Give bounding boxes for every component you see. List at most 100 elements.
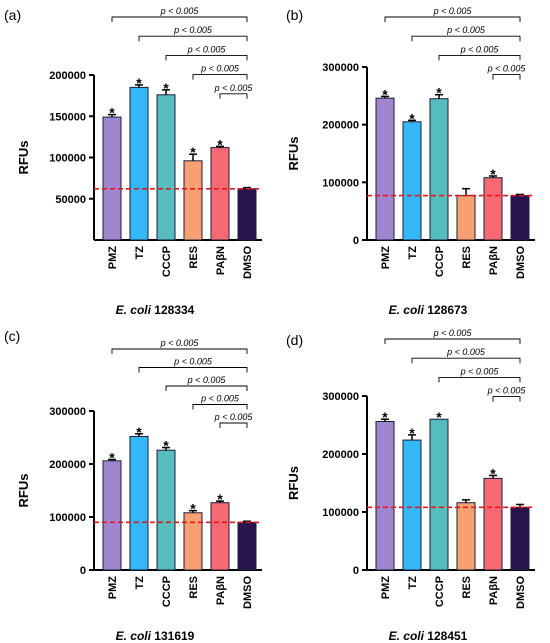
comparison-bracket bbox=[492, 74, 521, 80]
y-tick-label: 50000 bbox=[55, 194, 86, 206]
category-label: DMSO bbox=[515, 576, 527, 609]
bar-pmz bbox=[375, 97, 395, 241]
panel-b: (b) 0 100000 200000 300000 RFUs * PMZ * TZ * CCCP RE… bbox=[286, 6, 535, 317]
comparison-bracket bbox=[111, 16, 248, 22]
y-tick-label: 0 bbox=[80, 565, 86, 577]
caption-species: E. coli bbox=[389, 629, 425, 643]
bar-paβn bbox=[210, 502, 230, 571]
y-tick-label: 300000 bbox=[322, 391, 359, 403]
comparison-bracket bbox=[438, 54, 521, 61]
category-label: PAβN bbox=[215, 576, 227, 605]
y-tick-label: 200000 bbox=[322, 449, 359, 461]
category-label: TZ bbox=[407, 576, 419, 590]
comparison-bracket bbox=[384, 338, 521, 344]
bar-paβn bbox=[483, 477, 503, 571]
p-value-label: p < 0.005 bbox=[173, 25, 213, 35]
bar-res bbox=[183, 160, 203, 241]
y-tick-label: 100000 bbox=[49, 512, 86, 524]
category-label: CCCP bbox=[161, 576, 173, 607]
caption-strain: 128451 bbox=[424, 629, 468, 643]
panel-c: (c) 0 100000 200000 300000 RFUs * PMZ * TZ * CCCP * R… bbox=[4, 328, 262, 643]
significance-star: * bbox=[217, 136, 223, 152]
caption-strain: 128673 bbox=[424, 303, 468, 317]
p-value-label: p < 0.005 bbox=[200, 64, 240, 74]
y-tick-label: 100000 bbox=[322, 507, 359, 519]
p-value-label: p < 0.005 bbox=[160, 6, 200, 16]
p-value-label: p < 0.005 bbox=[446, 347, 486, 357]
significance-star: * bbox=[190, 501, 196, 517]
category-label: PAβN bbox=[488, 246, 500, 275]
caption-strain: 131619 bbox=[151, 629, 195, 643]
category-label: RES bbox=[188, 246, 200, 269]
bar-cccp bbox=[156, 449, 176, 571]
comparison-bracket bbox=[192, 74, 248, 80]
significance-star: * bbox=[163, 438, 169, 454]
category-label: PMZ bbox=[380, 576, 392, 600]
category-label: DMSO bbox=[515, 246, 527, 279]
p-value-label: p < 0.005 bbox=[187, 44, 227, 54]
y-tick-label: 0 bbox=[353, 565, 359, 577]
caption-species: E. coli bbox=[116, 629, 152, 643]
p-value-label: p < 0.005 bbox=[187, 375, 227, 385]
significance-star: * bbox=[109, 105, 115, 121]
comparison-bracket bbox=[165, 385, 248, 391]
significance-star: * bbox=[190, 144, 196, 160]
category-label: TZ bbox=[134, 246, 146, 260]
bar-tz bbox=[402, 439, 422, 571]
caption-strain: 128334 bbox=[151, 303, 195, 317]
comparison-bracket bbox=[138, 367, 248, 373]
significance-star: * bbox=[490, 465, 496, 481]
category-label: PAβN bbox=[488, 576, 500, 605]
p-value-label: p < 0.005 bbox=[487, 386, 527, 396]
comparison-bracket bbox=[219, 422, 248, 428]
y-axis-label: RFUs bbox=[286, 466, 301, 500]
p-value-label: p < 0.005 bbox=[200, 394, 240, 404]
p-value-label: p < 0.005 bbox=[214, 83, 254, 93]
category-label: PMZ bbox=[380, 246, 392, 270]
category-label: CCCP bbox=[434, 576, 446, 607]
comparison-bracket bbox=[138, 35, 248, 42]
category-label: DMSO bbox=[242, 576, 254, 609]
y-tick-label: 300000 bbox=[49, 406, 86, 418]
bar-dmso bbox=[237, 188, 257, 241]
panel-d: (d) 0 100000 200000 300000 RFUs * PMZ * TZ * CCCP RE… bbox=[286, 328, 535, 643]
y-tick-label: 100000 bbox=[322, 177, 359, 189]
p-value-label: p < 0.005 bbox=[433, 328, 473, 338]
significance-star: * bbox=[490, 166, 496, 182]
category-label: DMSO bbox=[242, 246, 254, 279]
p-value-label: p < 0.005 bbox=[487, 64, 527, 74]
caption-species: E. coli bbox=[116, 303, 152, 317]
y-tick-label: 100000 bbox=[49, 153, 86, 165]
significance-star: * bbox=[136, 75, 142, 91]
category-label: PMZ bbox=[107, 576, 119, 600]
bar-res bbox=[456, 195, 476, 241]
p-value-label: p < 0.005 bbox=[433, 6, 473, 16]
significance-star: * bbox=[409, 425, 415, 441]
comparison-bracket bbox=[165, 54, 248, 61]
panel-label: (d) bbox=[286, 332, 303, 348]
y-tick-label: 200000 bbox=[49, 70, 86, 82]
significance-star: * bbox=[382, 409, 388, 425]
bar-res bbox=[183, 512, 203, 571]
category-label: CCCP bbox=[161, 246, 173, 277]
category-label: CCCP bbox=[434, 246, 446, 277]
bar-cccp bbox=[156, 94, 176, 241]
bar-dmso bbox=[510, 506, 530, 571]
bar-dmso bbox=[237, 521, 257, 571]
bar-pmz bbox=[102, 116, 122, 241]
bar-paβn bbox=[483, 177, 503, 241]
y-axis-label: RFUs bbox=[286, 137, 301, 171]
p-value-label: p < 0.005 bbox=[173, 357, 213, 367]
p-value-label: p < 0.005 bbox=[214, 412, 254, 422]
panel-label: (a) bbox=[4, 7, 21, 23]
significance-star: * bbox=[109, 449, 115, 465]
significance-star: * bbox=[382, 86, 388, 102]
y-tick-label: 300000 bbox=[322, 62, 359, 74]
caption-species: E. coli bbox=[389, 303, 425, 317]
category-label: PAβN bbox=[215, 246, 227, 275]
significance-star: * bbox=[436, 85, 442, 101]
bar-res bbox=[456, 502, 476, 571]
bar-paβn bbox=[210, 147, 230, 241]
strain-caption: E. coli 131619 bbox=[116, 629, 195, 643]
